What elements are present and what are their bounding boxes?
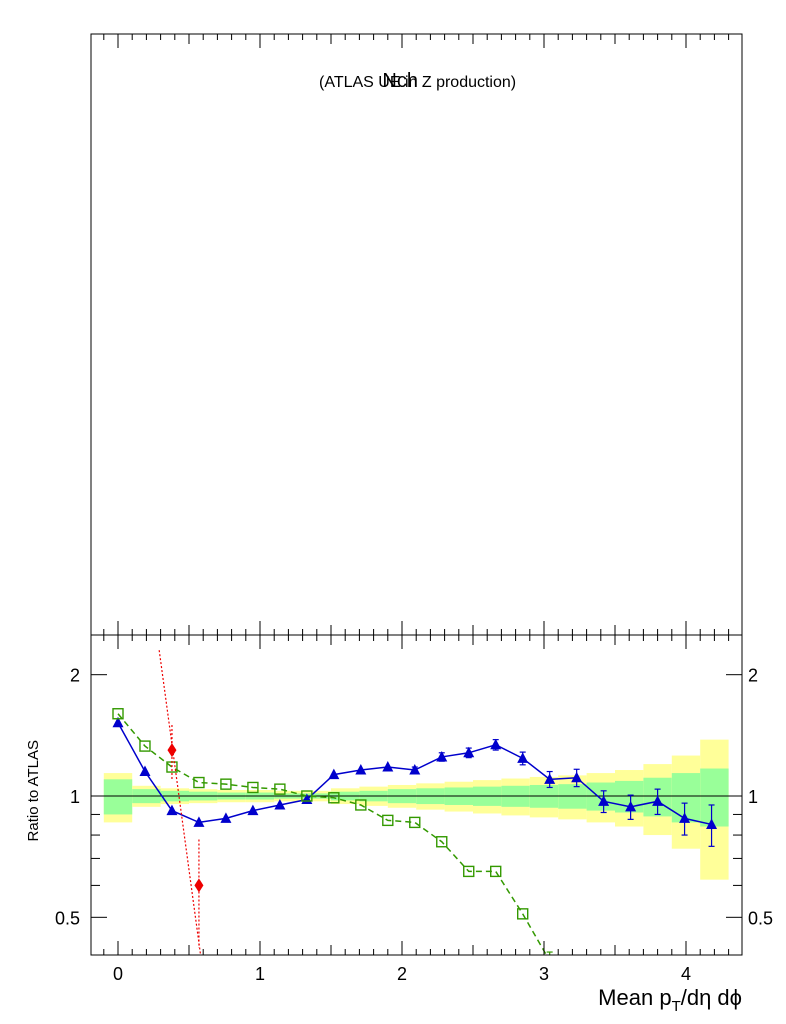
data-point (598, 795, 610, 806)
data-point (166, 804, 178, 816)
data-point (490, 738, 502, 750)
data-point (625, 800, 637, 812)
data-point (112, 708, 124, 720)
data-point (652, 795, 664, 806)
data-point (301, 790, 313, 802)
inner-band-bin (103, 779, 133, 815)
y-axis-label: Ratio to ATLAS (25, 740, 42, 841)
data-point (436, 750, 448, 762)
main-panel-ticks (103, 34, 730, 635)
y-tick-label-right: 2 (748, 666, 758, 686)
y-tick-label-left: 1 (70, 787, 80, 807)
data-point (517, 752, 529, 763)
data-point (382, 761, 394, 772)
data-point (167, 743, 177, 758)
data-point (517, 908, 529, 920)
data-point (355, 764, 367, 775)
x-tick-label: 3 (539, 964, 549, 984)
data-point (139, 765, 151, 777)
x-tick-label: 0 (113, 964, 123, 984)
x-tick-label: 2 (397, 964, 407, 984)
data-point (193, 816, 205, 827)
data-point (382, 814, 394, 827)
data-point (436, 836, 448, 848)
data-point (328, 768, 340, 780)
data-point (328, 792, 340, 804)
y-tick-label-right: 1 (748, 787, 758, 807)
data-point (571, 771, 583, 783)
data-point (274, 783, 286, 795)
data-point (220, 812, 232, 823)
ratio-ticks (91, 635, 742, 955)
inner-band-bin (700, 768, 729, 827)
series-line (158, 650, 202, 955)
data-point (409, 764, 421, 775)
data-point (409, 816, 421, 829)
x-tick-label: 1 (255, 964, 265, 984)
inner-band-bin (586, 782, 615, 811)
x-tick-label: 4 (681, 964, 691, 984)
data-point (679, 812, 691, 823)
data-point (193, 776, 205, 789)
tick-labels: 0 1 2 3 4 0.5 0.5 1 1 2 2 (55, 666, 773, 984)
y-tick-label-left: 0.5 (55, 908, 80, 928)
data-point (247, 781, 259, 794)
data-point (274, 798, 286, 810)
data-point (247, 804, 259, 816)
data-point (706, 818, 718, 829)
data-point (355, 799, 367, 811)
y-tick-label-left: 2 (70, 666, 80, 686)
chart-title: Nch (382, 70, 418, 92)
inner-band-bin (671, 773, 701, 823)
data-point (220, 778, 232, 790)
data-point (112, 716, 124, 728)
series-green-open-squares (112, 708, 553, 955)
main-panel-frame (90, 33, 743, 636)
series-red-diamonds (158, 650, 204, 955)
data-point (463, 865, 475, 878)
x-axis-label-text: Mean pT/dη dϕ (598, 985, 742, 1015)
data-point (139, 740, 151, 752)
chart-subtitle: (ATLAS UE in Z production) (319, 74, 516, 91)
data-point (490, 865, 502, 878)
ratio-series (112, 650, 718, 955)
data-point (194, 878, 204, 893)
y-tick-label-right: 0.5 (748, 908, 773, 928)
series-line (117, 713, 548, 955)
data-point (544, 773, 556, 784)
data-point (463, 746, 475, 758)
x-axis-label: Mean pT/dη dϕ (598, 985, 742, 1015)
